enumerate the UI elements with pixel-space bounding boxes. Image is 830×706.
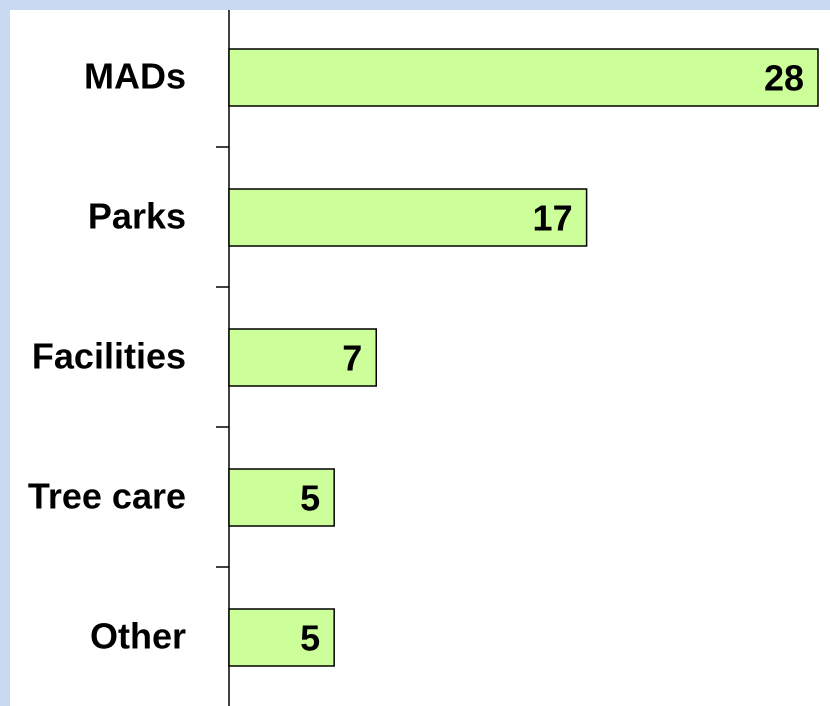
bar <box>228 468 335 527</box>
value-label: 7 <box>342 338 362 379</box>
value-label: 28 <box>764 58 804 99</box>
plot-background <box>10 10 830 706</box>
bar <box>228 188 588 247</box>
bar <box>228 48 819 107</box>
value-label: 5 <box>300 478 320 519</box>
category-label: Other <box>90 616 186 657</box>
category-label: Facilities <box>32 336 186 377</box>
bar <box>228 328 377 387</box>
category-label: Tree care <box>28 476 186 517</box>
category-label: Parks <box>88 196 186 237</box>
value-label: 17 <box>533 198 573 239</box>
bar <box>228 608 335 667</box>
category-label: MADs <box>84 56 186 97</box>
value-label: 5 <box>300 618 320 659</box>
